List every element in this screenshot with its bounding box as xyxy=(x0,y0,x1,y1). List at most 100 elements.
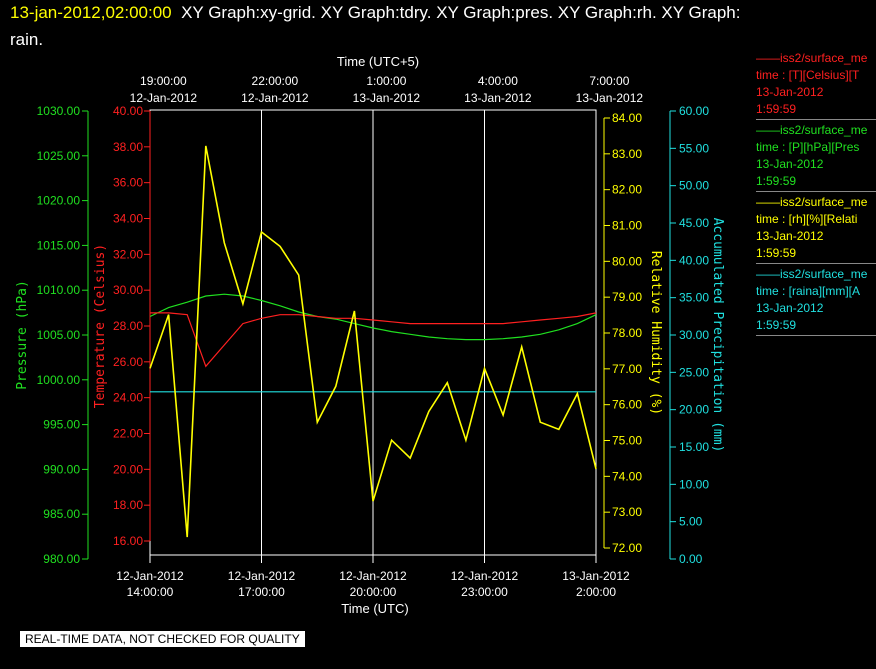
humidity-tick-label: 73.00 xyxy=(612,505,642,519)
precip-tick-label: 10.00 xyxy=(679,477,709,491)
temperature-axis-title: Temperature (Celsius) xyxy=(93,244,108,408)
legend-entry-line: time : [P][hPa][Pres xyxy=(756,140,860,154)
temperature-tick-label: 22.00 xyxy=(113,427,143,441)
qc-notice: REAL-TIME DATA, NOT CHECKED FOR QUALITY xyxy=(20,631,305,647)
temperature-tick-label: 18.00 xyxy=(113,498,143,512)
x-tick-time: 20:00:00 xyxy=(350,585,397,599)
x-tick-date: 12-Jan-2012 xyxy=(228,569,296,583)
graph-title-continued: rain. xyxy=(10,30,44,49)
temperature-tick-label: 24.00 xyxy=(113,391,143,405)
pressure-tick-label: 985.00 xyxy=(43,507,80,521)
top-tick-time: 22:00:00 xyxy=(252,74,299,88)
pressure-tick-label: 1015.00 xyxy=(37,238,81,252)
precip-tick-label: 45.00 xyxy=(679,216,709,230)
x-tick-time: 14:00:00 xyxy=(127,585,174,599)
pressure-tick-label: 995.00 xyxy=(43,418,80,432)
x-tick-date: 12-Jan-2012 xyxy=(116,569,184,583)
pressure-series-line xyxy=(149,293,597,341)
pressure-tick-label: 990.00 xyxy=(43,462,80,476)
legend-entry-line: 1:59:59 xyxy=(756,246,797,260)
temperature-tick-label: 28.00 xyxy=(113,319,143,333)
pressure-tick-label: 1020.00 xyxy=(37,194,81,208)
legend-entry-line: ——iss2/surface_me xyxy=(756,123,868,137)
humidity-tick-label: 83.00 xyxy=(612,147,642,161)
top-tick-time: 7:00:00 xyxy=(589,74,629,88)
humidity-tick-label: 81.00 xyxy=(612,219,642,233)
temperature-series-line xyxy=(150,312,597,368)
precip-axis-title: Accumulated Precipitation (mm) xyxy=(710,218,725,453)
top-tick-time: 19:00:00 xyxy=(140,74,187,88)
precip-tick-label: 50.00 xyxy=(679,179,709,193)
temperature-tick-label: 38.00 xyxy=(113,140,143,154)
legend-entry-line: 13-Jan-2012 xyxy=(756,157,824,171)
humidity-tick-label: 82.00 xyxy=(612,183,642,197)
top-tick-time: 1:00:00 xyxy=(366,74,406,88)
legend-entry-line: 1:59:59 xyxy=(756,102,797,116)
temperature-tick-label: 30.00 xyxy=(113,283,143,297)
precip-tick-label: 60.00 xyxy=(679,104,709,118)
pressure-tick-label: 980.00 xyxy=(43,552,80,566)
temperature-tick-label: 16.00 xyxy=(113,534,143,548)
humidity-tick-label: 76.00 xyxy=(612,398,642,412)
x-tick-date: 12-Jan-2012 xyxy=(339,569,407,583)
title-timestamp: 13-jan-2012,02:00:00 xyxy=(10,3,172,22)
legend-entry-line: 13-Jan-2012 xyxy=(756,301,824,315)
temperature-tick-label: 32.00 xyxy=(113,247,143,261)
x-tick-time: 2:00:00 xyxy=(576,585,616,599)
precip-tick-label: 40.00 xyxy=(679,253,709,267)
top-tick-date: 13-Jan-2012 xyxy=(353,91,421,105)
precip-tick-label: 35.00 xyxy=(679,291,709,305)
x-tick-date: 12-Jan-2012 xyxy=(451,569,519,583)
pressure-tick-label: 1010.00 xyxy=(37,283,81,297)
legend-entry: ——iss2/surface_me time : [rh][%][Relati 13… xyxy=(756,194,876,262)
temperature-tick-label: 36.00 xyxy=(113,176,143,190)
humidity-tick-label: 72.00 xyxy=(612,541,642,555)
title-graph-list: XY Graph:xy-grid. XY Graph:tdry. XY Grap… xyxy=(181,3,741,22)
humidity-tick-label: 80.00 xyxy=(612,254,642,268)
temperature-tick-label: 20.00 xyxy=(113,462,143,476)
top-tick-date: 12-Jan-2012 xyxy=(130,91,198,105)
pressure-tick-label: 1025.00 xyxy=(37,149,81,163)
x-tick-date: 13-Jan-2012 xyxy=(562,569,630,583)
humidity-tick-label: 78.00 xyxy=(612,326,642,340)
pressure-tick-label: 1030.00 xyxy=(37,104,81,118)
precip-tick-label: 5.00 xyxy=(679,515,703,529)
legend-divider xyxy=(756,335,876,336)
top-tick-time: 4:00:00 xyxy=(478,74,518,88)
temperature-tick-label: 40.00 xyxy=(113,104,143,118)
top-tick-date: 13-Jan-2012 xyxy=(464,91,532,105)
temperature-tick-label: 34.00 xyxy=(113,212,143,226)
top-tick-date: 12-Jan-2012 xyxy=(241,91,309,105)
humidity-tick-label: 77.00 xyxy=(612,362,642,376)
legend-entry-line: 1:59:59 xyxy=(756,174,797,188)
legend-entry-line: ——iss2/surface_me xyxy=(756,267,868,281)
legend-entry-line: 13-Jan-2012 xyxy=(756,229,824,243)
graph-title: 13-jan-2012,02:00:00 XY Graph:xy-grid. X… xyxy=(10,3,740,23)
legend-entry-line: time : [rh][%][Relati xyxy=(756,212,858,226)
precip-tick-label: 20.00 xyxy=(679,403,709,417)
pressure-tick-label: 1005.00 xyxy=(37,328,81,342)
legend-divider xyxy=(756,263,876,264)
precip-tick-label: 55.00 xyxy=(679,141,709,155)
x-axis-label: Time (UTC) xyxy=(341,601,408,616)
x-tick-time: 17:00:00 xyxy=(238,585,285,599)
humidity-axis-title: Relative Humidity (%) xyxy=(648,251,663,415)
humidity-tick-label: 75.00 xyxy=(612,434,642,448)
legend-entry-line: 1:59:59 xyxy=(756,318,797,332)
top-tick-date: 13-Jan-2012 xyxy=(576,91,644,105)
precip-tick-label: 0.00 xyxy=(679,552,703,566)
legend-divider xyxy=(756,191,876,192)
legend-entry-line: 13-Jan-2012 xyxy=(756,85,824,99)
temperature-tick-label: 26.00 xyxy=(113,355,143,369)
precip-tick-label: 25.00 xyxy=(679,365,709,379)
top-axis-label: Time (UTC+5) xyxy=(337,54,419,69)
humidity-tick-label: 79.00 xyxy=(612,290,642,304)
legend-entry-line: time : [T][Celsius][T xyxy=(756,68,860,82)
pressure-tick-label: 1000.00 xyxy=(37,373,81,387)
legend-divider xyxy=(756,119,876,120)
x-tick-time: 23:00:00 xyxy=(461,585,508,599)
legend-entry-line: time : [raina][mm][A xyxy=(756,284,861,298)
